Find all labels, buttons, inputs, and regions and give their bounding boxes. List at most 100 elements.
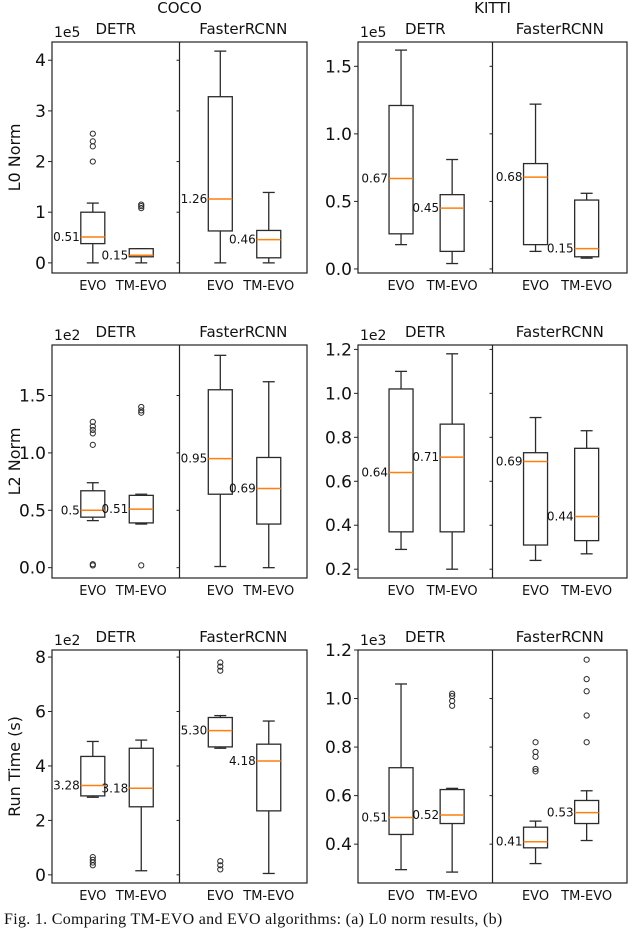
- x-category-label: TM-EVO: [115, 584, 167, 599]
- y-tick-label: 1.0: [325, 690, 352, 710]
- median-value-label: 0.51: [102, 502, 129, 516]
- x-category-label: TM-EVO: [426, 279, 478, 294]
- x-category-label: TM-EVO: [426, 584, 478, 599]
- box-iqr: [256, 743, 282, 812]
- median-value-label: 1.26: [181, 192, 208, 206]
- y-tick-label: 8: [35, 648, 46, 668]
- x-category-label: EVO: [522, 279, 549, 294]
- subplot-title: FasterRCNN: [516, 20, 604, 38]
- subplot-title: DETR: [405, 628, 446, 646]
- x-category-label: EVO: [387, 279, 414, 294]
- y-axis-label: L0 Norm: [5, 124, 24, 192]
- median-value-label: 0.53: [547, 806, 574, 820]
- median-value-label: 0.15: [102, 248, 129, 262]
- subplot-title: DETR: [405, 323, 446, 341]
- figure-caption: Fig. 1. Comparing TM-EVO and EVO algorit…: [4, 911, 503, 928]
- box-plot-figure: COCO KITTI 0 1 2 3 4 1e5 L0 Norm DETR EVO 0.51 TM-EV…: [5, 0, 628, 904]
- subplot-title: FasterRCNN: [516, 323, 604, 341]
- outlier-point: [89, 418, 96, 426]
- y-tick-label: 1: [35, 203, 46, 223]
- outlier-point: [89, 130, 96, 137]
- median-value-label: 0.46: [229, 233, 256, 247]
- outlier-point: [138, 201, 145, 208]
- x-category-label: EVO: [387, 584, 414, 599]
- box-iqr: [388, 104, 414, 235]
- subplot-title: FasterRCNN: [199, 323, 287, 341]
- outlier-point: [532, 765, 539, 773]
- box-iqr: [128, 248, 154, 258]
- box-iqr: [439, 193, 465, 253]
- y-tick-label: 0.6: [325, 472, 352, 492]
- y-tick-label: 0.8: [325, 428, 352, 448]
- y-tick-label: 0.2: [325, 560, 352, 580]
- outlier-point: [89, 426, 96, 434]
- x-category-label: TM-EVO: [560, 584, 612, 599]
- y-tick-label: 0.5: [19, 501, 46, 521]
- y-tick-label: 6: [35, 703, 46, 723]
- outlier-point: [583, 688, 590, 695]
- box-iqr: [388, 767, 414, 836]
- outlier-point: [449, 693, 456, 700]
- y-tick-label: 1.0: [325, 125, 352, 145]
- outlier-point: [583, 656, 590, 663]
- y-tick-label: 1.5: [325, 57, 352, 77]
- box-iqr: [80, 211, 106, 245]
- outlier-point: [89, 423, 96, 430]
- x-category-label: TM-EVO: [115, 279, 167, 294]
- outlier-point: [532, 768, 539, 775]
- box-iqr: [522, 162, 549, 246]
- axis-multiplier: 1e5: [360, 25, 386, 41]
- y-tick-label: 0.6: [325, 787, 352, 807]
- box-iqr: [207, 389, 233, 495]
- x-category-label: TM-EVO: [242, 584, 294, 599]
- box-iqr: [439, 788, 465, 825]
- y-tick-label: 0: [35, 254, 46, 274]
- axis-multiplier: 1e2: [360, 328, 386, 344]
- box-iqr: [207, 96, 233, 232]
- median-value-label: 0.5: [61, 503, 80, 517]
- outlier-point: [138, 403, 145, 411]
- y-axis-label: Run Time (s): [5, 716, 24, 817]
- y-tick-label: 0: [35, 866, 46, 886]
- subplot-title: DETR: [405, 20, 446, 38]
- box-iqr: [522, 452, 549, 546]
- box-iqr: [256, 456, 282, 525]
- y-tick-label: 3: [35, 102, 46, 122]
- median-value-label: 0.41: [496, 835, 523, 849]
- median-value-label: 4.18: [229, 754, 256, 768]
- subplot-title: DETR: [95, 628, 136, 646]
- median-value-label: 0.67: [361, 171, 388, 185]
- outlier-point: [217, 667, 224, 674]
- subplot-title: DETR: [95, 323, 136, 341]
- outlier-point: [138, 562, 145, 569]
- outlier-point: [532, 739, 539, 746]
- x-category-label: TM-EVO: [242, 889, 294, 904]
- x-category-label: EVO: [207, 889, 234, 904]
- outlier-point: [583, 712, 590, 719]
- chart-panel: [354, 344, 628, 579]
- x-category-label: EVO: [207, 584, 234, 599]
- outlier-point: [89, 561, 96, 568]
- y-tick-label: 2: [35, 153, 46, 173]
- subplot-title: DETR: [95, 20, 136, 38]
- outlier-point: [217, 858, 224, 865]
- outlier-point: [138, 205, 145, 212]
- box-iqr: [80, 490, 106, 518]
- outlier-point: [532, 748, 539, 756]
- outlier-point: [583, 676, 590, 683]
- subplot-title: FasterRCNN: [199, 20, 287, 38]
- x-category-label: TM-EVO: [242, 279, 294, 294]
- outlier-point: [583, 739, 590, 746]
- y-tick-label: 4: [35, 757, 46, 777]
- chart-panel: [354, 649, 628, 884]
- y-tick-label: 2: [35, 811, 46, 831]
- axis-multiplier: 1e5: [54, 25, 80, 41]
- box-iqr: [207, 716, 233, 748]
- x-category-label: EVO: [79, 889, 106, 904]
- median-value-label: 0.15: [547, 242, 574, 256]
- box-iqr: [388, 388, 414, 533]
- median-value-label: 0.95: [181, 452, 208, 466]
- x-category-label: EVO: [79, 279, 106, 294]
- outlier-point: [89, 143, 96, 150]
- x-category-label: EVO: [207, 279, 234, 294]
